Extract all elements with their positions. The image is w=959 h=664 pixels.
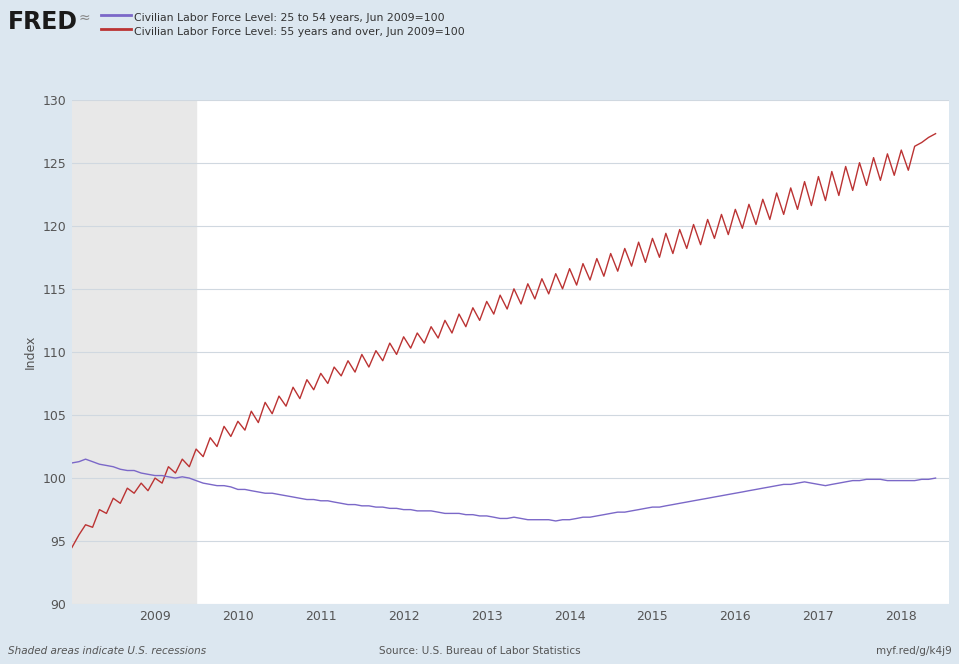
Text: Shaded areas indicate U.S. recessions: Shaded areas indicate U.S. recessions: [8, 646, 206, 656]
Text: ≈: ≈: [79, 11, 90, 25]
Text: Source: U.S. Bureau of Labor Statistics: Source: U.S. Bureau of Labor Statistics: [379, 646, 580, 656]
Bar: [72, 100, 196, 604]
Y-axis label: Index: Index: [24, 335, 37, 369]
Text: Civilian Labor Force Level: 55 years and over, Jun 2009=100: Civilian Labor Force Level: 55 years and…: [134, 27, 465, 37]
Text: Civilian Labor Force Level: 25 to 54 years, Jun 2009=100: Civilian Labor Force Level: 25 to 54 yea…: [134, 13, 445, 23]
Text: FRED: FRED: [8, 10, 78, 34]
Text: myf.red/g/k4j9: myf.red/g/k4j9: [876, 646, 951, 656]
